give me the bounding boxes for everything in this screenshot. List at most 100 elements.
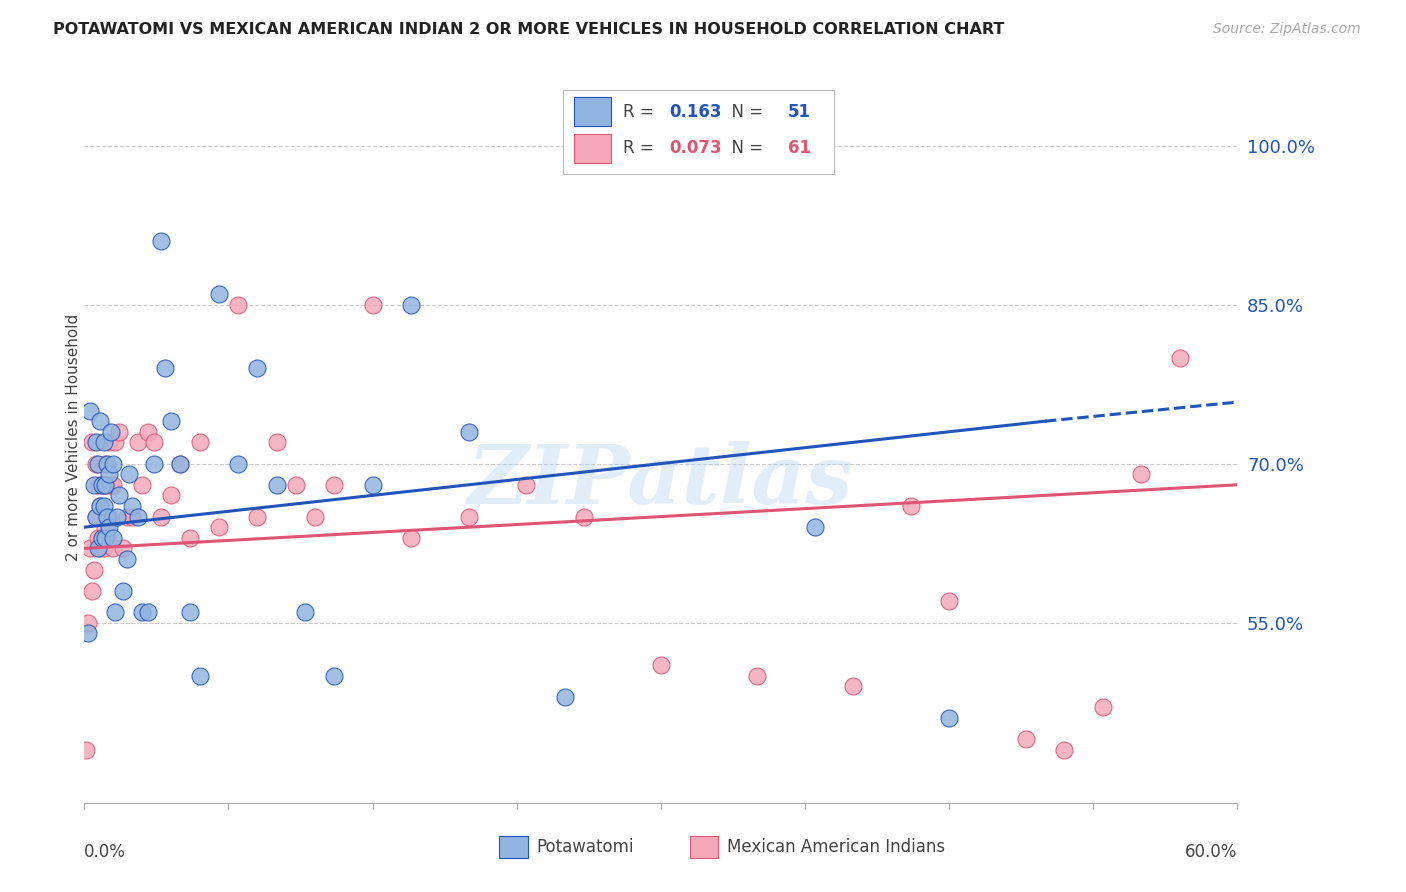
Point bbox=[90, 477, 112, 491]
Point bbox=[111, 541, 134, 556]
Point bbox=[127, 509, 149, 524]
Point bbox=[89, 541, 111, 556]
Point bbox=[84, 509, 107, 524]
Point bbox=[89, 499, 111, 513]
Point bbox=[115, 552, 138, 566]
Point bbox=[457, 509, 479, 524]
Point bbox=[90, 531, 112, 545]
Point bbox=[361, 477, 384, 491]
Point bbox=[104, 435, 127, 450]
Point bbox=[399, 531, 422, 545]
Point bbox=[75, 743, 97, 757]
Point bbox=[89, 414, 111, 428]
Point bbox=[900, 499, 922, 513]
Point bbox=[90, 531, 112, 545]
Point bbox=[98, 509, 121, 524]
Text: R =: R = bbox=[623, 139, 659, 157]
Point bbox=[142, 435, 165, 450]
Point bbox=[121, 509, 143, 524]
Point bbox=[266, 435, 288, 450]
Point bbox=[179, 605, 201, 619]
Bar bbox=[499, 837, 529, 858]
Point bbox=[169, 457, 191, 471]
Point bbox=[745, 668, 768, 682]
Point bbox=[323, 668, 346, 682]
Point bbox=[284, 477, 307, 491]
Point bbox=[87, 531, 110, 545]
Point bbox=[803, 520, 825, 534]
Point bbox=[142, 457, 165, 471]
Point bbox=[188, 668, 211, 682]
Point bbox=[938, 594, 960, 608]
Point bbox=[77, 615, 100, 630]
Point bbox=[179, 531, 201, 545]
Point bbox=[93, 541, 115, 556]
Point bbox=[294, 605, 316, 619]
Point bbox=[83, 477, 105, 491]
Point bbox=[80, 435, 103, 450]
Point bbox=[84, 435, 107, 450]
Point bbox=[100, 477, 122, 491]
Text: Mexican American Indians: Mexican American Indians bbox=[727, 838, 945, 856]
Point bbox=[150, 234, 173, 248]
Text: 61: 61 bbox=[787, 139, 811, 157]
Point bbox=[1015, 732, 1038, 747]
Point bbox=[96, 457, 118, 471]
Point bbox=[246, 509, 269, 524]
Point bbox=[323, 477, 346, 491]
Point bbox=[77, 626, 100, 640]
Bar bbox=[575, 134, 612, 163]
Point bbox=[361, 297, 384, 311]
Point bbox=[304, 509, 326, 524]
Point bbox=[98, 520, 121, 534]
Y-axis label: 2 or more Vehicles in Household: 2 or more Vehicles in Household bbox=[66, 313, 80, 561]
Point bbox=[83, 563, 105, 577]
Point bbox=[226, 457, 249, 471]
Point bbox=[457, 425, 479, 439]
Point bbox=[938, 711, 960, 725]
Point bbox=[226, 297, 249, 311]
Point bbox=[87, 477, 110, 491]
FancyBboxPatch shape bbox=[562, 90, 834, 174]
Point bbox=[93, 477, 115, 491]
Point bbox=[266, 477, 288, 491]
Point bbox=[90, 477, 112, 491]
Point bbox=[103, 531, 124, 545]
Point bbox=[117, 467, 139, 482]
Point bbox=[208, 520, 231, 534]
Point bbox=[169, 457, 191, 471]
Text: Potawatomi: Potawatomi bbox=[536, 838, 634, 856]
Point bbox=[208, 287, 231, 301]
Text: 51: 51 bbox=[787, 103, 811, 120]
Point bbox=[87, 457, 110, 471]
Text: ZIPatlas: ZIPatlas bbox=[468, 441, 853, 521]
Point bbox=[84, 509, 107, 524]
Point bbox=[89, 499, 111, 513]
Point bbox=[131, 477, 153, 491]
Point bbox=[108, 488, 131, 502]
Point bbox=[1130, 467, 1153, 482]
Point bbox=[842, 679, 865, 693]
Point bbox=[79, 541, 101, 556]
Point bbox=[136, 425, 159, 439]
Point bbox=[105, 509, 128, 524]
Point bbox=[153, 361, 176, 376]
Text: 60.0%: 60.0% bbox=[1185, 843, 1237, 861]
Bar bbox=[575, 97, 612, 127]
Text: N =: N = bbox=[721, 139, 768, 157]
Point bbox=[115, 509, 138, 524]
Point bbox=[136, 605, 159, 619]
Text: R =: R = bbox=[623, 103, 659, 120]
Point bbox=[515, 477, 537, 491]
Point bbox=[103, 457, 124, 471]
Text: Source: ZipAtlas.com: Source: ZipAtlas.com bbox=[1213, 22, 1361, 37]
Point bbox=[96, 477, 118, 491]
Point bbox=[246, 361, 269, 376]
Point bbox=[103, 477, 124, 491]
Text: 0.073: 0.073 bbox=[669, 139, 721, 157]
Point bbox=[554, 690, 576, 704]
Point bbox=[100, 425, 122, 439]
Point bbox=[87, 541, 110, 556]
Point bbox=[94, 457, 117, 471]
Point bbox=[98, 435, 121, 450]
